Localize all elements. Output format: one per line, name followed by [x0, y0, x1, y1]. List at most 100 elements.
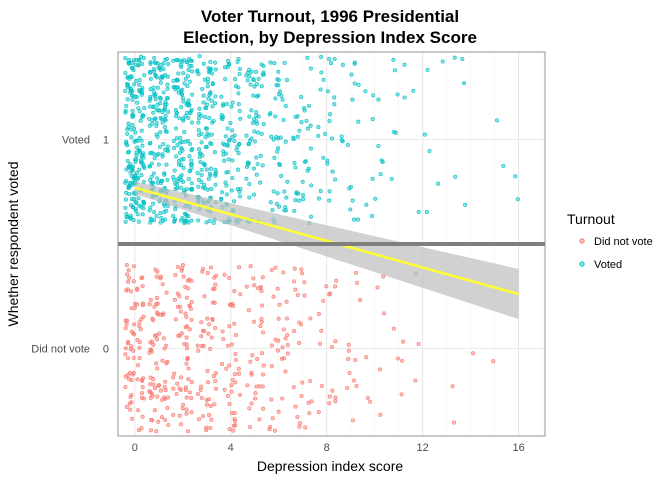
point-voted: [268, 200, 273, 205]
point-did-not-vote: [249, 401, 254, 406]
point-voted: [180, 59, 185, 64]
point-voted: [141, 206, 146, 211]
point-did-not-vote: [345, 385, 350, 391]
legend-title: Turnout: [567, 211, 615, 227]
point-did-not-vote: [292, 329, 297, 334]
point-did-not-vote: [351, 378, 356, 383]
point-voted: [327, 56, 332, 62]
point-voted: [321, 155, 326, 160]
point-voted: [316, 125, 321, 130]
point-voted: [209, 98, 214, 103]
point-voted: [452, 55, 457, 60]
point-voted: [214, 170, 219, 175]
point-voted: [237, 141, 242, 146]
point-did-not-vote: [413, 378, 418, 383]
point-did-not-vote: [275, 348, 280, 353]
point-did-not-vote: [233, 380, 238, 385]
point-did-not-vote: [137, 324, 142, 329]
point-voted: [140, 212, 145, 217]
point-voted: [271, 137, 276, 142]
point-voted: [138, 158, 144, 163]
point-voted: [187, 154, 192, 159]
point-voted: [256, 76, 261, 81]
point-voted: [254, 69, 259, 74]
point-did-not-vote: [172, 297, 177, 302]
point-did-not-vote: [308, 379, 313, 384]
point-voted: [138, 54, 144, 59]
point-did-not-vote: [229, 410, 234, 416]
point-did-not-vote: [300, 271, 305, 276]
point-did-not-vote: [202, 294, 207, 299]
point-voted: [304, 118, 309, 123]
point-voted: [189, 181, 194, 186]
point-did-not-vote: [227, 275, 232, 280]
point-voted: [186, 220, 191, 225]
point-did-not-vote: [123, 346, 128, 351]
point-did-not-vote: [158, 274, 164, 279]
point-voted: [132, 82, 137, 87]
x-tick-label: 12: [417, 442, 429, 454]
point-voted: [125, 158, 130, 164]
point-voted: [411, 88, 416, 93]
point-voted: [515, 197, 520, 202]
point-did-not-vote: [138, 327, 143, 332]
point-did-not-vote: [377, 367, 383, 372]
point-did-not-vote: [232, 417, 237, 422]
point-voted: [177, 150, 182, 155]
point-did-not-vote: [307, 411, 312, 416]
point-voted: [245, 78, 250, 83]
x-axis-title: Depression index score: [257, 458, 404, 474]
point-voted: [247, 195, 252, 200]
point-did-not-vote: [269, 364, 274, 369]
point-did-not-vote: [229, 389, 234, 394]
point-voted: [230, 100, 235, 105]
point-voted: [173, 126, 179, 131]
point-voted: [201, 61, 206, 66]
point-voted: [224, 102, 229, 107]
point-voted: [309, 183, 314, 188]
point-voted: [251, 166, 257, 171]
point-voted: [134, 200, 139, 205]
point-did-not-vote: [333, 395, 338, 400]
point-voted: [151, 201, 156, 206]
point-voted: [273, 114, 278, 119]
point-did-not-vote: [206, 380, 211, 385]
point-voted: [176, 90, 181, 95]
point-did-not-vote: [164, 361, 169, 366]
point-voted: [199, 167, 204, 172]
point-voted: [202, 77, 207, 82]
point-voted: [161, 90, 166, 95]
point-voted: [395, 92, 400, 97]
regression-fit: [134, 181, 519, 320]
point-voted: [172, 168, 177, 173]
point-did-not-vote: [161, 311, 166, 316]
point-did-not-vote: [177, 386, 182, 391]
point-did-not-vote: [183, 385, 188, 390]
point-voted: [140, 61, 145, 66]
point-voted: [207, 218, 212, 223]
point-voted: [463, 202, 468, 207]
point-did-not-vote: [199, 395, 204, 400]
point-voted: [151, 105, 156, 110]
point-voted: [275, 191, 280, 196]
point-voted: [128, 162, 133, 167]
point-did-not-vote: [124, 262, 129, 268]
point-voted: [158, 76, 163, 81]
point-did-not-vote: [123, 352, 128, 357]
point-did-not-vote: [206, 331, 211, 336]
point-did-not-vote: [164, 290, 169, 295]
point-voted: [181, 116, 186, 121]
point-did-not-vote: [123, 384, 128, 390]
point-voted: [222, 158, 227, 163]
point-voted: [282, 60, 287, 65]
point-voted: [460, 57, 465, 62]
point-voted: [203, 105, 208, 111]
point-voted: [206, 66, 211, 71]
point-voted: [339, 138, 344, 143]
point-did-not-vote: [157, 331, 162, 336]
point-voted: [137, 167, 142, 172]
point-voted: [180, 96, 185, 101]
point-did-not-vote: [213, 282, 218, 287]
point-voted: [152, 156, 157, 161]
point-voted: [247, 138, 252, 143]
